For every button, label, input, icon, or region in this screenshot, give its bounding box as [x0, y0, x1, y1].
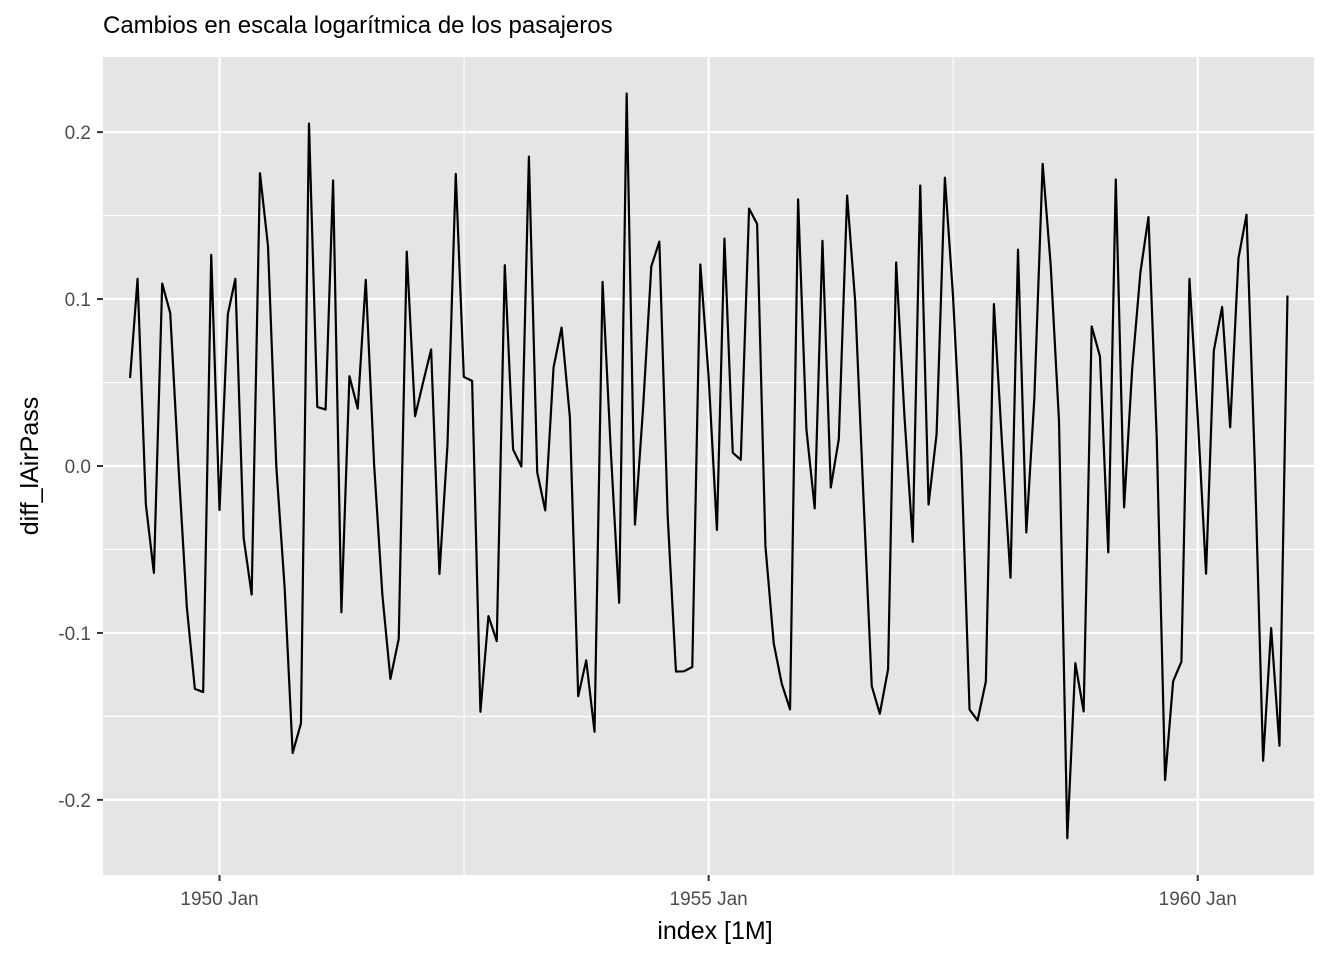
x-axis: 1950 Jan 1955 Jan 1960 Jan [180, 875, 1237, 910]
major-gridlines [103, 57, 1314, 875]
y-tick-label: 0.0 [65, 457, 91, 478]
y-axis: 0.2 0.1 0.0 -0.1 -0.2 [58, 123, 103, 812]
x-axis-title: index [1M] [657, 917, 772, 945]
y-tick-label: -0.1 [58, 624, 91, 645]
series-line [128, 92, 1289, 840]
chart-title: Cambios en escala logarítmica de los pas… [103, 12, 613, 39]
y-tick-label: -0.2 [58, 791, 91, 812]
y-tick-label: 0.1 [65, 290, 91, 311]
x-tick-label: 1955 Jan [670, 889, 748, 910]
x-tick-label: 1950 Jan [180, 889, 258, 910]
y-tick-label: 0.2 [65, 123, 91, 144]
x-tick-label: 1960 Jan [1159, 889, 1237, 910]
y-axis-title: diff_lAirPass [16, 397, 44, 536]
